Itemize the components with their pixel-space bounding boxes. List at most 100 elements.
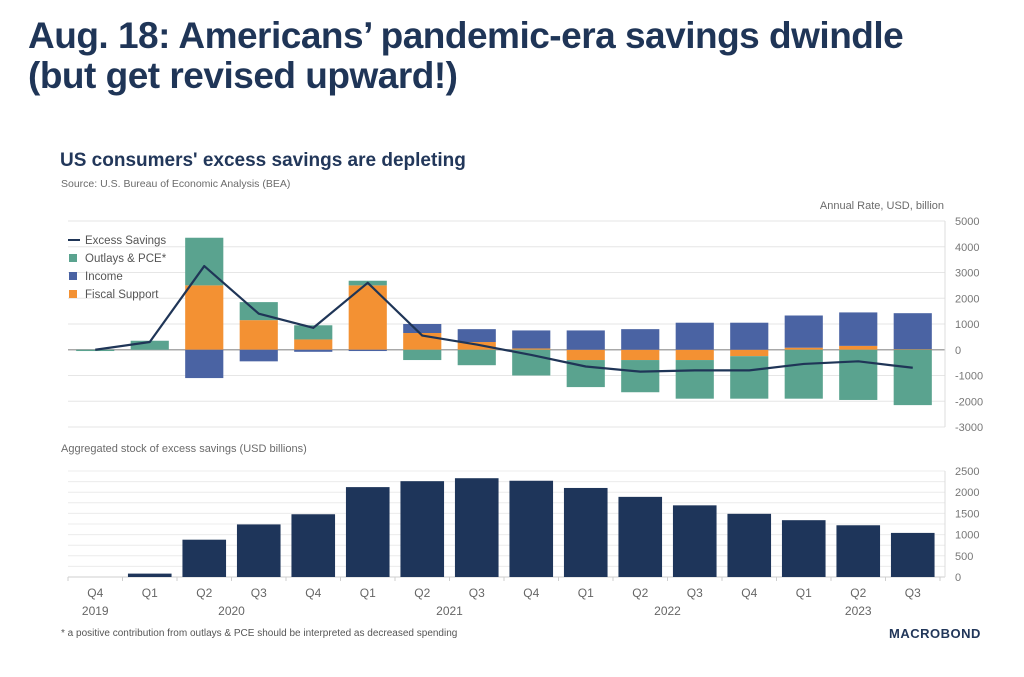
- y-tick-label: 1000: [955, 319, 979, 331]
- x-tick-quarter: Q1: [142, 586, 158, 600]
- legend-label: Fiscal Support: [85, 289, 159, 301]
- bar-fiscal-support: [839, 345, 878, 350]
- bar-income: [730, 322, 769, 350]
- bar-income: [566, 330, 605, 350]
- stock-bar: [400, 481, 445, 577]
- y-tick-label: 4000: [955, 242, 979, 254]
- y-tick-label: 2500: [955, 466, 979, 478]
- y-tick-label: 2000: [955, 487, 979, 499]
- legend: Excess Savings Outlays & PCE* Income Fiscal…: [68, 235, 167, 301]
- bar-fiscal-support: [893, 349, 932, 351]
- legend-swatch: [69, 254, 77, 262]
- y-tick-label: -1000: [955, 371, 983, 383]
- bar-income: [348, 349, 387, 352]
- bar-fiscal-support: [457, 342, 496, 350]
- x-tick-quarter: Q4: [523, 586, 539, 600]
- bar-outlays-pce: [76, 349, 115, 352]
- stock-bar: [890, 532, 935, 577]
- macrobond-logo: MACROBOND: [889, 626, 981, 641]
- legend-label: Excess Savings: [85, 235, 166, 247]
- chart-source: Source: U.S. Bureau of Economic Analysis…: [61, 178, 291, 190]
- bar-outlays-pce: [675, 360, 714, 399]
- bar-income: [512, 330, 551, 349]
- y-tick-label: 3000: [955, 268, 979, 280]
- x-tick-year: 2020: [218, 604, 245, 618]
- stock-bar: [182, 539, 227, 577]
- x-tick-quarter: Q4: [87, 586, 103, 600]
- legend-swatch: [69, 272, 77, 280]
- x-tick-quarter: Q4: [741, 586, 757, 600]
- stock-bar: [727, 513, 772, 577]
- y-tick-label: 500: [955, 551, 973, 563]
- x-tick-quarter: Q2: [850, 586, 866, 600]
- x-tick-year: 2021: [436, 604, 463, 618]
- bottom-chart-bars: [127, 478, 935, 577]
- stock-chart-title: Aggregated stock of excess savings (USD …: [61, 443, 307, 455]
- bar-fiscal-support: [294, 339, 333, 350]
- stock-bar: [563, 487, 608, 577]
- bar-income: [457, 329, 496, 343]
- bar-outlays-pce: [403, 349, 442, 361]
- bar-income: [839, 312, 878, 346]
- top-chart-y-ticks: 5000 4000 3000 2000 1000 0 -1000 -2000 -3000: [955, 216, 983, 434]
- x-tick-quarter: Q2: [196, 586, 212, 600]
- bar-income: [403, 324, 442, 334]
- bar-income: [893, 313, 932, 350]
- excess-savings-line: [95, 264, 913, 373]
- stock-bar: [836, 525, 881, 577]
- bar-fiscal-support: [185, 285, 224, 350]
- x-tick-quarter: Q1: [578, 586, 594, 600]
- y-tick-label: 0: [955, 345, 961, 357]
- y-tick-label: 1000: [955, 530, 979, 542]
- y-tick-label: 5000: [955, 216, 979, 228]
- y-tick-label: -3000: [955, 422, 983, 434]
- bar-income: [239, 349, 278, 362]
- bar-fiscal-support: [566, 349, 605, 361]
- x-tick-quarter: Q2: [414, 586, 430, 600]
- headline: Aug. 18: Americans’ pandemic-era savings…: [28, 15, 904, 96]
- stock-bar: [781, 520, 826, 577]
- bar-fiscal-support: [784, 347, 823, 350]
- x-tick-quarter: Q3: [251, 586, 267, 600]
- x-tick-quarter: Q3: [687, 586, 703, 600]
- top-chart-bars: [76, 237, 932, 406]
- y-tick-label: -2000: [955, 396, 983, 408]
- x-tick-quarter: Q1: [796, 586, 812, 600]
- x-tick-year: 2023: [845, 604, 872, 618]
- top-chart-line: [95, 264, 913, 373]
- chart-title: US consumers' excess savings are depleti…: [60, 150, 466, 171]
- bar-outlays-pce: [512, 349, 551, 376]
- x-tick-quarter: Q4: [305, 586, 321, 600]
- y-axis-unit-label: Annual Rate, USD, billion: [819, 200, 944, 212]
- stock-bar: [345, 487, 390, 577]
- stock-bar: [236, 524, 281, 577]
- bar-fiscal-support: [621, 349, 660, 361]
- bar-outlays-pce: [294, 325, 333, 340]
- bar-fiscal-support: [675, 349, 714, 361]
- y-tick-label: 2000: [955, 293, 979, 305]
- bar-outlays-pce: [621, 360, 660, 393]
- stock-bar: [127, 573, 172, 577]
- stock-bar: [672, 505, 717, 577]
- bar-income: [294, 349, 333, 352]
- footnote: * a positive contribution from outlays &…: [61, 628, 458, 639]
- legend-label: Outlays & PCE*: [85, 253, 167, 265]
- bar-fiscal-support: [730, 349, 769, 357]
- bar-outlays-pce: [457, 349, 496, 366]
- legend-label: Income: [85, 271, 123, 283]
- x-tick-quarter: Q3: [905, 586, 921, 600]
- y-tick-label: 0: [955, 572, 961, 584]
- bottom-chart-y-ticks: 2500 2000 1500 1000 500 0: [955, 466, 979, 584]
- legend-swatch: [69, 290, 77, 298]
- bar-outlays-pce: [130, 340, 169, 350]
- bar-outlays-pce: [784, 349, 823, 399]
- stock-bar: [618, 496, 663, 577]
- x-tick-year: 2019: [82, 604, 109, 618]
- stock-bar: [291, 514, 336, 577]
- x-tick-quarter: Q1: [360, 586, 376, 600]
- x-tick-quarter: Q2: [632, 586, 648, 600]
- x-tick-quarter: Q3: [469, 586, 485, 600]
- bar-income: [784, 315, 823, 348]
- y-tick-label: 1500: [955, 508, 979, 520]
